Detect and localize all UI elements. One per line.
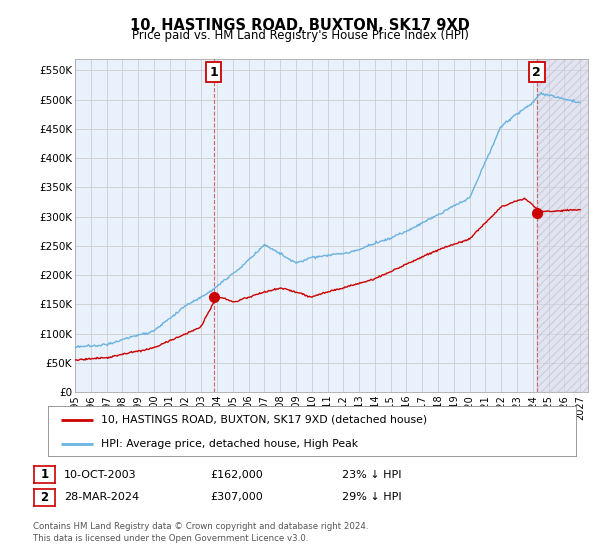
Text: 23% ↓ HPI: 23% ↓ HPI: [342, 470, 401, 480]
Text: HPI: Average price, detached house, High Peak: HPI: Average price, detached house, High…: [101, 439, 358, 449]
Text: £162,000: £162,000: [210, 470, 263, 480]
Text: 10-OCT-2003: 10-OCT-2003: [64, 470, 137, 480]
Text: 10, HASTINGS ROAD, BUXTON, SK17 9XD (detached house): 10, HASTINGS ROAD, BUXTON, SK17 9XD (det…: [101, 414, 427, 424]
Text: Contains HM Land Registry data © Crown copyright and database right 2024.
This d: Contains HM Land Registry data © Crown c…: [33, 522, 368, 543]
Text: 2: 2: [532, 66, 541, 79]
Text: 28-MAR-2024: 28-MAR-2024: [64, 492, 139, 502]
Text: 10, HASTINGS ROAD, BUXTON, SK17 9XD: 10, HASTINGS ROAD, BUXTON, SK17 9XD: [130, 18, 470, 33]
Text: 2: 2: [40, 491, 49, 504]
Text: £307,000: £307,000: [210, 492, 263, 502]
Text: 1: 1: [40, 468, 49, 482]
Text: Price paid vs. HM Land Registry's House Price Index (HPI): Price paid vs. HM Land Registry's House …: [131, 29, 469, 42]
Text: 1: 1: [209, 66, 218, 79]
Text: 29% ↓ HPI: 29% ↓ HPI: [342, 492, 401, 502]
